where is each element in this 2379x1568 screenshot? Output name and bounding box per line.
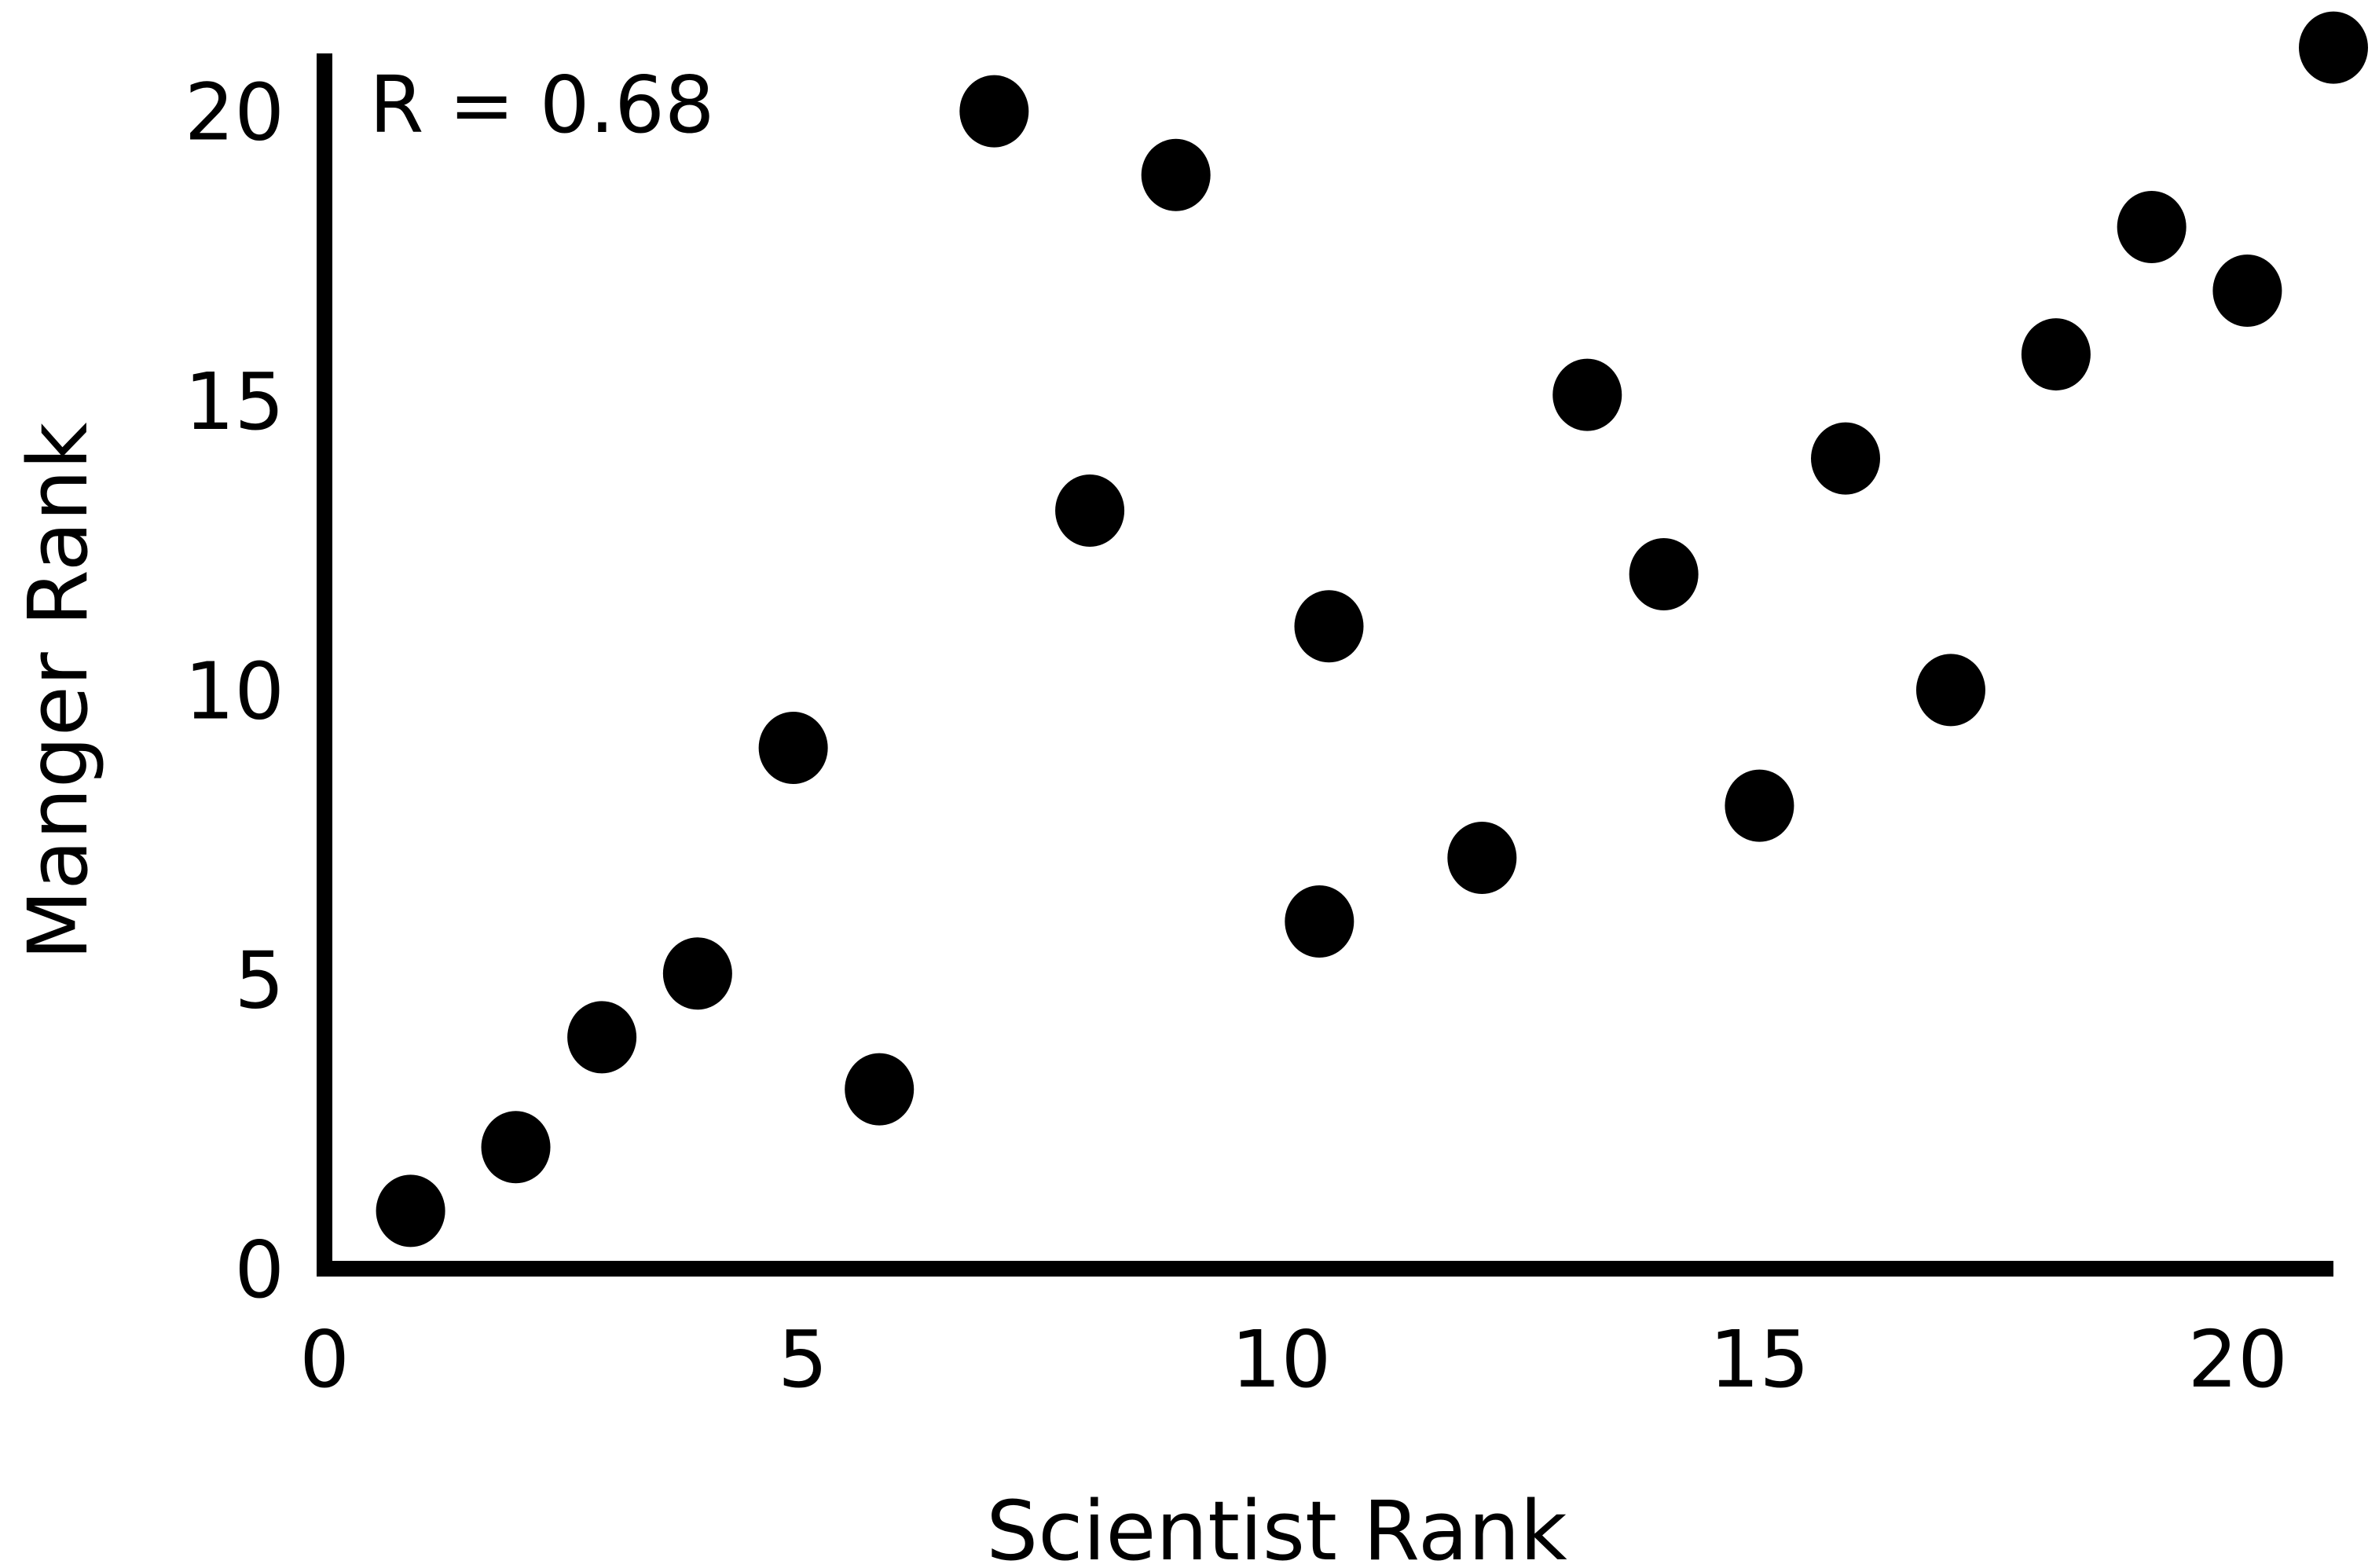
x-tick-label: 0	[299, 1313, 350, 1405]
x-tick-label: 15	[1710, 1313, 1809, 1405]
scatter-point	[1915, 654, 1985, 727]
scatter-point	[2299, 11, 2368, 84]
ticks-layer: 0 5 10 15 20 0 5 10 15 20	[185, 67, 2288, 1405]
marks-layer	[376, 11, 2368, 1247]
scatter-point	[662, 937, 732, 1010]
scatter-point	[1447, 821, 1517, 894]
x-tick-label: 10	[1231, 1313, 1331, 1405]
scatter-point	[1294, 590, 1364, 663]
scatter-point	[845, 1053, 915, 1126]
scatter-point	[2021, 318, 2091, 391]
y-tick-label: 5	[234, 935, 284, 1027]
scatter-point	[1141, 138, 1211, 211]
scatter-point	[1285, 885, 1354, 958]
scatter-point	[959, 75, 1029, 148]
y-tick-label: 15	[185, 356, 284, 448]
scatter-point	[1725, 769, 1794, 842]
y-tick-label: 0	[234, 1224, 284, 1316]
scatter-point	[1055, 474, 1125, 547]
r-annotation: R = 0.68	[369, 59, 715, 151]
scatter-point	[376, 1174, 445, 1247]
scatter-point	[2117, 191, 2187, 263]
y-axis-title: Manger Rank	[10, 422, 106, 960]
x-axis-title: Scientist Rank	[986, 1483, 1567, 1568]
scatter-point	[1811, 422, 1881, 495]
scatter-point	[1552, 358, 1622, 431]
scatter-point	[567, 1001, 637, 1074]
scatter-point	[481, 1111, 551, 1184]
x-tick-label: 20	[2188, 1313, 2288, 1405]
y-tick-label: 20	[185, 67, 284, 159]
scatter-point	[1629, 538, 1699, 610]
x-tick-label: 5	[778, 1313, 828, 1405]
scatter-point	[758, 712, 828, 784]
y-tick-label: 10	[185, 645, 284, 737]
scatter-point	[2212, 255, 2282, 328]
